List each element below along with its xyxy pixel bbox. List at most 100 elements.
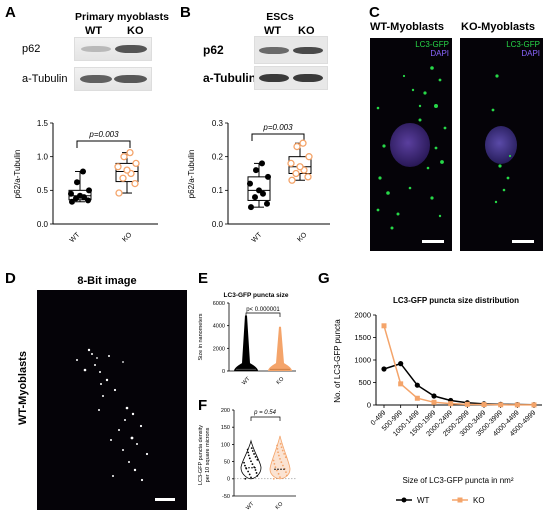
y-tick-label: 0.3: [212, 119, 224, 128]
data-point: [276, 447, 279, 450]
panel-d-title: 8-Bit image: [77, 275, 137, 287]
data-point: [259, 160, 265, 167]
panel-c-right-title: KO-Myoblasts: [461, 21, 535, 33]
data-point: [248, 473, 251, 476]
data-point: [119, 174, 127, 182]
y-tick-label: 0.5: [37, 186, 49, 195]
punctum: [386, 191, 390, 195]
data-point: [120, 153, 128, 161]
punctum: [130, 436, 134, 440]
punctum: [396, 212, 400, 216]
y-tick-label: 50: [224, 460, 230, 466]
panel-d-side-label: WT-Myoblasts: [17, 351, 29, 425]
punctum: [100, 383, 102, 385]
punctum: [122, 449, 124, 451]
data-point: [74, 179, 80, 186]
y-tick-label: 4000: [213, 324, 225, 330]
panel-letter-e: E: [198, 270, 209, 287]
punctum: [133, 468, 137, 472]
series-point-wt: [381, 366, 387, 372]
panel-b-bracket: [251, 133, 305, 141]
panel-b-blot-tubulin: [254, 66, 328, 90]
punctum: [402, 74, 406, 78]
data-point: [260, 190, 266, 197]
y-tick-label: 1.0: [37, 152, 49, 161]
panel-a-blot-tubulin: [74, 67, 152, 91]
data-point: [254, 469, 257, 471]
series-point-wt: [398, 361, 404, 367]
y-tick-label: 0.2: [212, 152, 224, 161]
panel-f-ylabel-1: LC3-GFP puncta density: [198, 425, 204, 485]
punctum: [376, 208, 380, 212]
y-tick-label: 0.0: [212, 220, 224, 229]
data-point: [255, 472, 258, 474]
data-point: [248, 457, 251, 460]
panel-g-legend: WT KO: [396, 496, 485, 505]
blot-band: [259, 47, 289, 54]
panel-c-ko-label-lc3: LC3-GFP: [506, 40, 540, 49]
blot-band: [259, 74, 289, 82]
data-point: [247, 470, 250, 473]
series-point-ko: [398, 381, 404, 387]
puncta-distribution: [234, 315, 258, 371]
data-point: [243, 461, 245, 464]
punctum: [418, 104, 422, 108]
panel-b-xtick-wt: WT: [251, 231, 264, 244]
panel-a-lane-ko: KO: [127, 25, 144, 37]
y-tick-label: -50: [222, 494, 230, 500]
punctum: [139, 424, 143, 428]
series-point-wt: [414, 382, 420, 388]
data-point: [279, 443, 282, 445]
blot-band: [114, 75, 147, 83]
panel-b-row-tubulin: a-Tubulin: [203, 71, 257, 85]
data-point: [115, 189, 123, 197]
data-point: [247, 180, 253, 187]
punctum: [140, 478, 144, 482]
nucleus: [390, 123, 430, 167]
punctum: [411, 88, 415, 92]
data-point: [285, 471, 287, 474]
y-tick-label: 2000: [213, 346, 225, 352]
panel-letter-c: C: [369, 4, 380, 21]
punctum: [498, 164, 502, 168]
punctum: [136, 443, 138, 445]
data-point: [251, 463, 254, 466]
punctum: [423, 91, 427, 95]
punctum: [434, 146, 438, 150]
data-point: [123, 166, 131, 174]
data-point: [277, 451, 279, 454]
y-tick-label: 0.0: [37, 220, 49, 229]
y-tick-label: 1.5: [37, 119, 49, 128]
data-point: [272, 459, 275, 462]
data-point: [252, 194, 258, 201]
data-point: [254, 455, 257, 458]
y-tick-label: 1000: [354, 356, 371, 365]
punctum: [506, 176, 510, 180]
punctum: [76, 359, 78, 361]
data-point: [285, 474, 288, 477]
punctum: [118, 429, 120, 431]
data-point: [246, 448, 249, 451]
punctum: [491, 108, 495, 112]
data-point: [250, 447, 253, 449]
series-point-ko: [381, 323, 387, 329]
punctum: [125, 406, 129, 410]
panel-letter-b: B: [180, 4, 191, 21]
data-point: [114, 163, 122, 171]
panel-e-title: LC3-GFP puncta size: [224, 292, 289, 299]
y-tick-label: 0: [227, 477, 230, 483]
data-point: [280, 461, 283, 464]
punctum: [124, 419, 126, 421]
y-tick-label: 0: [222, 369, 225, 375]
data-point: [288, 176, 296, 184]
series-point-ko: [414, 395, 420, 401]
data-point: [272, 477, 275, 480]
punctum: [105, 378, 109, 382]
punctum: [390, 226, 394, 230]
panel-letter-f: F: [198, 397, 208, 414]
data-point: [126, 148, 134, 157]
violin: [269, 435, 291, 480]
punctum: [113, 388, 117, 392]
data-point: [250, 476, 252, 479]
data-point: [251, 450, 254, 452]
